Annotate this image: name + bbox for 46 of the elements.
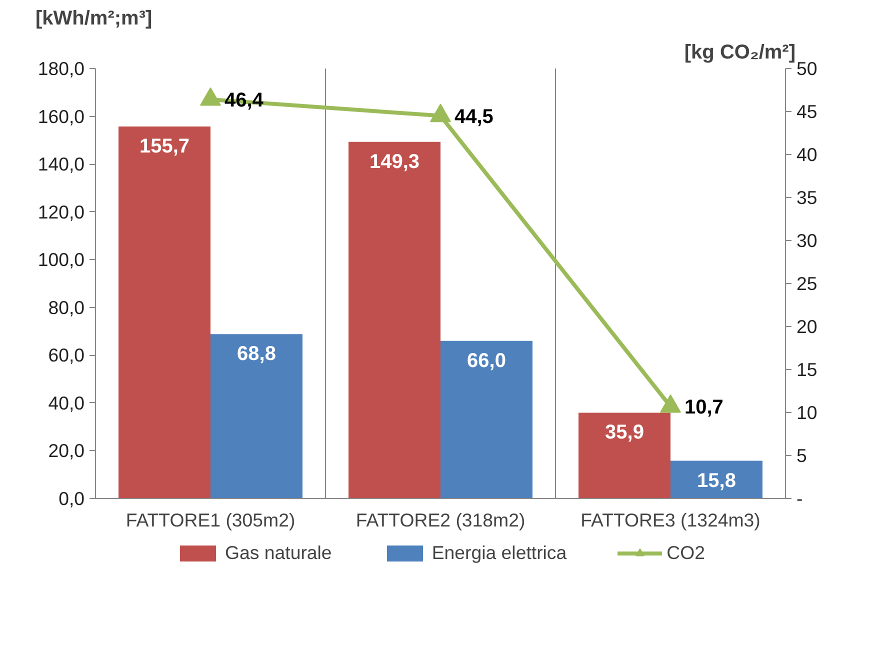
y2-tick-label: - bbox=[796, 488, 803, 509]
y-tick-label: 100,0 bbox=[38, 249, 84, 270]
legend-label: CO2 bbox=[666, 542, 706, 564]
data-label: 44,5 bbox=[454, 106, 494, 128]
bar bbox=[118, 126, 210, 498]
bar bbox=[440, 340, 532, 498]
y-tick-label: 180,0 bbox=[38, 58, 84, 79]
y2-tick-label: 25 bbox=[796, 273, 818, 294]
data-label: 66,0 bbox=[467, 350, 506, 372]
x-tick-label: FATTORE2 (318m2) bbox=[356, 510, 526, 530]
y-tick-label: 140,0 bbox=[38, 154, 84, 175]
y2-tick-label: 35 bbox=[796, 187, 818, 208]
y-tick-label: 0,0 bbox=[58, 488, 85, 509]
y2-tick-label: 5 bbox=[796, 445, 807, 466]
y2-tick-label: 20 bbox=[796, 316, 818, 337]
x-tick-label: FATTORE3 (1324m3) bbox=[580, 510, 760, 530]
data-label: 15,8 bbox=[697, 470, 736, 492]
y2-tick-label: 50 bbox=[796, 58, 818, 79]
y2-tick-label: 40 bbox=[796, 144, 818, 165]
data-label: 68,8 bbox=[237, 343, 276, 366]
data-label: 155,7 bbox=[139, 136, 190, 158]
point bbox=[200, 87, 221, 106]
y2-axis-title: [kg CO₂/m²] bbox=[684, 42, 796, 64]
y-tick-label: 120,0 bbox=[38, 201, 84, 222]
y-axis-title: [kWh/m²;m³] bbox=[36, 8, 152, 30]
y-tick-label: 80,0 bbox=[48, 296, 84, 318]
data-label: 149,3 bbox=[369, 150, 420, 173]
point bbox=[660, 394, 681, 413]
y-tick-label: 20,0 bbox=[48, 440, 84, 462]
bar bbox=[670, 460, 762, 498]
y2-tick-label: 10 bbox=[796, 402, 818, 423]
y2-tick-label: 30 bbox=[796, 230, 818, 251]
y-tick-label: 160,0 bbox=[38, 106, 84, 127]
legend-label: Energia elettrica bbox=[432, 542, 567, 564]
data-label: 10,7 bbox=[684, 396, 724, 418]
y2-tick-label: 15 bbox=[796, 359, 818, 380]
y-tick-label: 40,0 bbox=[48, 392, 84, 414]
y-tick-label: 60,0 bbox=[48, 344, 84, 366]
data-label: 35,9 bbox=[605, 422, 644, 444]
bar bbox=[578, 412, 670, 498]
y2-tick-label: 45 bbox=[796, 101, 818, 122]
x-tick-label: FATTORE1 (305m2) bbox=[126, 510, 296, 530]
point bbox=[430, 104, 451, 122]
bar bbox=[210, 334, 302, 498]
legend-label: Gas naturale bbox=[224, 542, 332, 564]
bar bbox=[348, 142, 440, 498]
